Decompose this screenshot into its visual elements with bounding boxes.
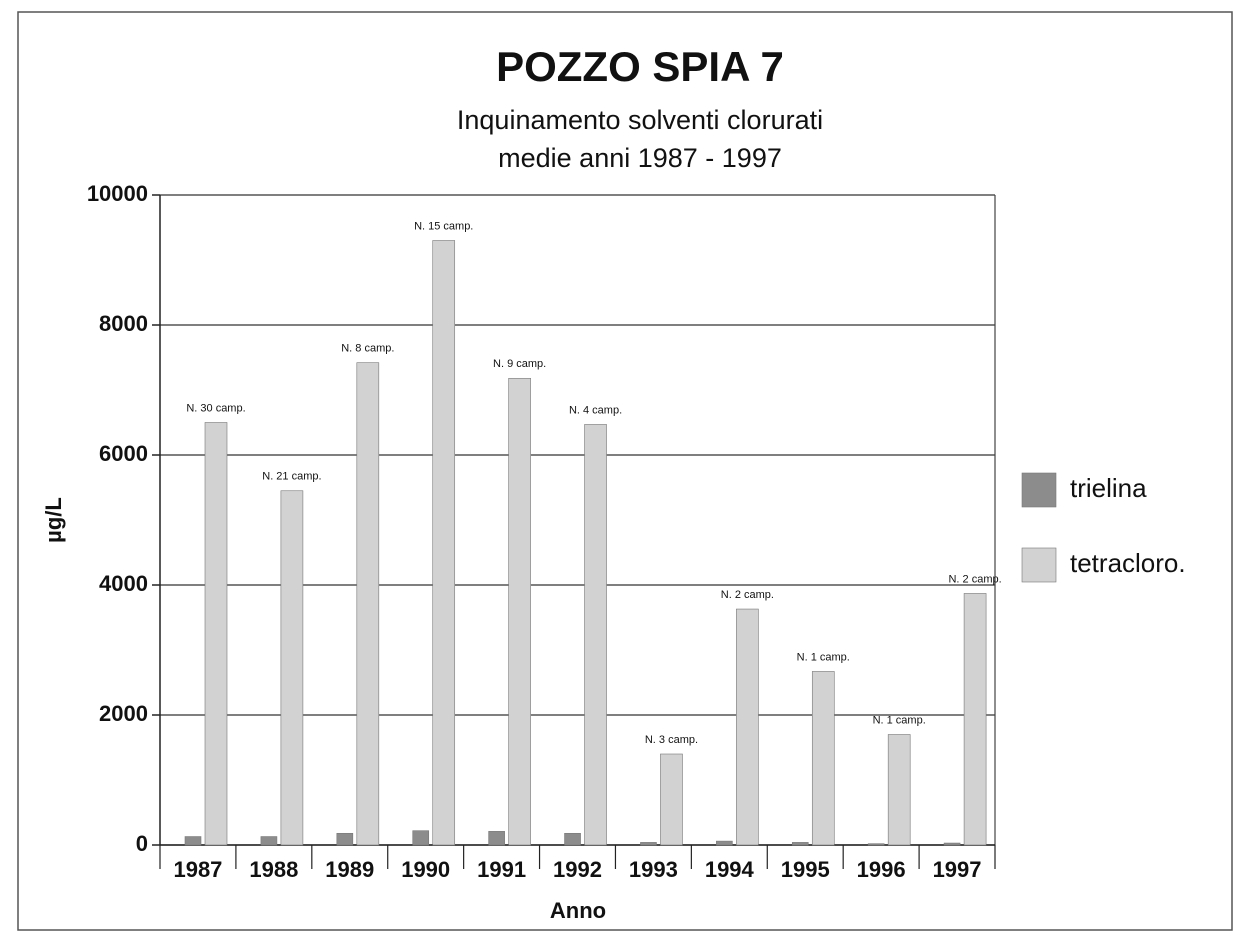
bar <box>412 830 430 846</box>
bar <box>336 832 354 846</box>
bar <box>943 842 961 846</box>
x-tick-label: 1989 <box>325 857 374 882</box>
bar <box>564 832 581 846</box>
y-tick-label: 2000 <box>99 701 148 726</box>
y-tick-label: 8000 <box>99 311 148 336</box>
annotation: N. 30 camp. <box>186 402 245 414</box>
x-tick-label: 1992 <box>553 857 602 882</box>
bar <box>260 836 278 846</box>
annotation: N. 21 camp. <box>262 471 321 483</box>
annotation: N. 1 camp. <box>797 651 850 663</box>
bar <box>716 840 733 846</box>
bar <box>867 843 885 846</box>
annotation: N. 9 camp. <box>493 358 546 370</box>
bar <box>488 831 505 846</box>
chart-subtitle: medie anni 1987 - 1997 <box>498 143 782 173</box>
annotation: N. 3 camp. <box>645 734 698 746</box>
x-tick-label: 1993 <box>629 857 678 882</box>
bar <box>584 424 607 846</box>
bar <box>640 842 657 846</box>
bar <box>736 608 759 846</box>
x-tick-label: 1996 <box>857 857 906 882</box>
bar <box>184 836 202 846</box>
legend-swatch <box>1021 472 1057 508</box>
x-tick-label: 1994 <box>705 857 755 882</box>
bar <box>204 422 228 846</box>
annotation: N. 15 camp. <box>414 220 473 232</box>
chart-title: POZZO SPIA 7 <box>496 43 784 90</box>
annotation: N. 8 camp. <box>341 343 394 355</box>
annotation: N. 2 camp. <box>721 589 774 601</box>
bar <box>887 734 911 846</box>
x-axis-label: Anno <box>550 898 606 923</box>
legend-swatch <box>1021 547 1057 583</box>
bar <box>280 490 304 846</box>
x-tick-label: 1991 <box>477 857 526 882</box>
chart-subtitle: Inquinamento solventi clorurati <box>457 105 823 135</box>
y-tick-label: 4000 <box>99 571 148 596</box>
x-tick-label: 1995 <box>781 857 830 882</box>
bar <box>508 377 531 846</box>
frame <box>17 11 1233 931</box>
y-axis-label: µg/L <box>41 497 66 543</box>
bar <box>811 671 835 846</box>
bar <box>356 362 380 846</box>
legend-label: tetracloro. <box>1070 548 1186 578</box>
annotation: N. 1 camp. <box>873 714 926 726</box>
legend-label: trielina <box>1070 473 1147 503</box>
annotation: N. 4 camp. <box>569 404 622 416</box>
y-tick-label: 0 <box>136 831 148 856</box>
x-tick-label: 1988 <box>249 857 298 882</box>
y-tick-label: 6000 <box>99 441 148 466</box>
x-tick-label: 1997 <box>933 857 982 882</box>
bar <box>432 240 456 846</box>
bar <box>660 753 683 846</box>
x-tick-label: 1987 <box>173 857 222 882</box>
y-tick-label: 10000 <box>87 181 148 206</box>
x-tick-label: 1990 <box>401 857 450 882</box>
annotation: N. 2 camp. <box>948 573 1001 585</box>
bar <box>963 593 987 846</box>
bar <box>791 842 809 846</box>
